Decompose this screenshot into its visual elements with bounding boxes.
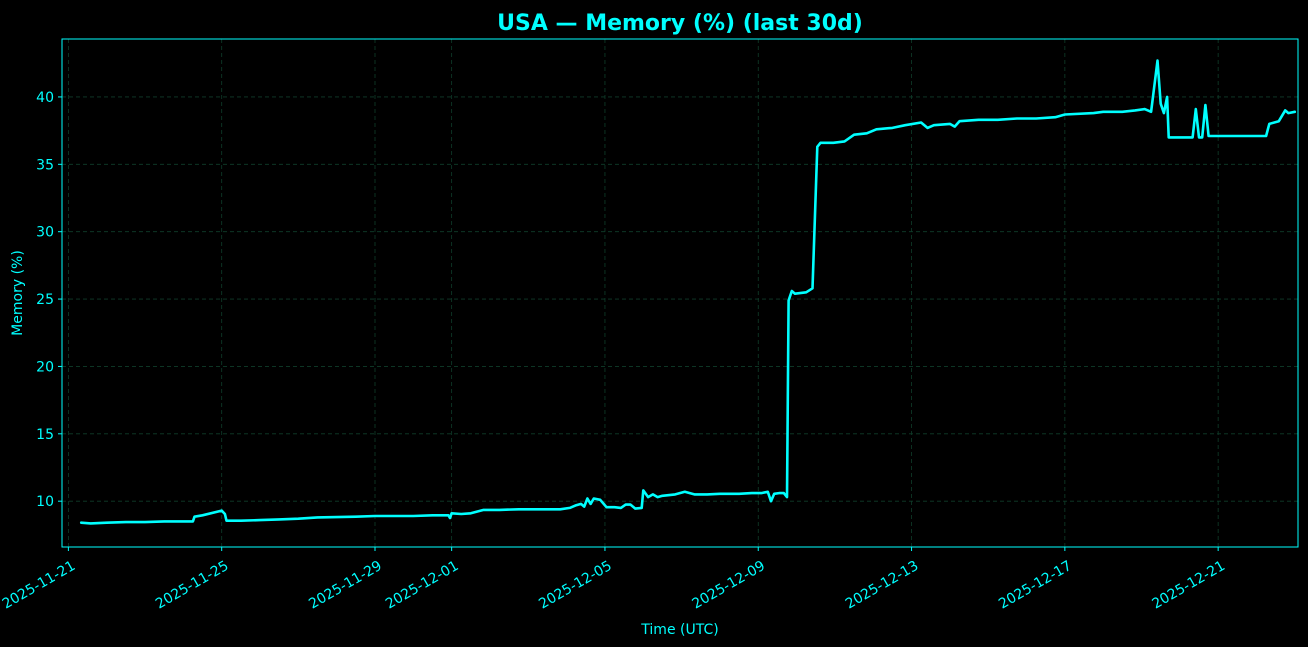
y-tick-label: 15 [36,427,54,443]
series-layer [79,59,1297,525]
x-axis-label: Time (UTC) [640,622,718,638]
y-tick-label: 10 [36,494,54,510]
memory-series-line [79,59,1297,525]
y-tick-label: 30 [36,225,54,241]
y-tick-label: 25 [36,292,54,308]
plot-frame [61,38,1299,548]
y-tick-label: 20 [36,359,54,375]
grid-layer [62,39,1298,547]
y-tick-label: 40 [36,90,54,106]
y-axis-label: Memory (%) [10,250,26,336]
chart-title: USA — Memory (%) (last 30d) [497,11,863,36]
y-tick-label: 35 [36,157,54,173]
